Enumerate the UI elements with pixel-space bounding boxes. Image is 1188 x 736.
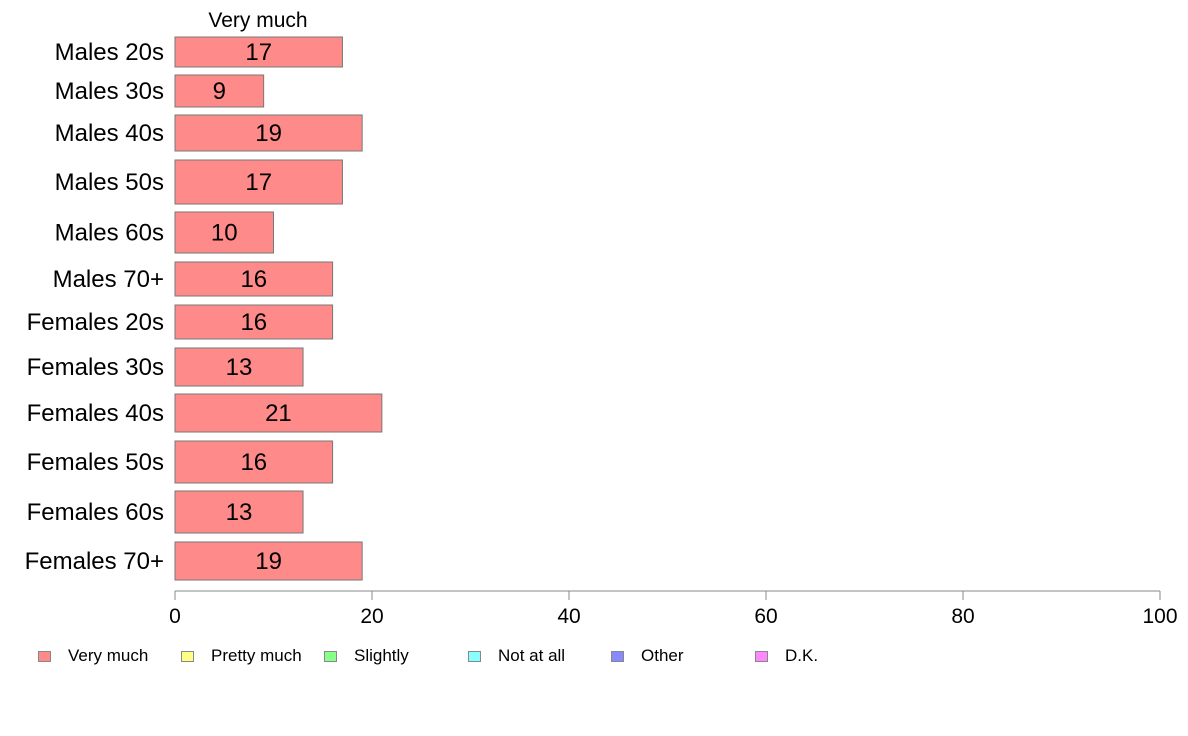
category-label: Males 70+ xyxy=(53,266,164,293)
bar-value-label: 9 xyxy=(213,78,226,105)
series-title: Very much xyxy=(208,9,307,32)
bar xyxy=(174,114,363,152)
x-tick-label: 80 xyxy=(951,605,974,628)
category-label: Females 30s xyxy=(27,354,164,381)
bar-value-label: 13 xyxy=(226,499,253,526)
x-tick-label: 60 xyxy=(754,605,777,628)
category-label: Females 60s xyxy=(27,499,164,526)
bar-value-label: 19 xyxy=(255,120,282,147)
bar xyxy=(174,261,334,297)
bar xyxy=(174,393,383,433)
category-label: Males 20s xyxy=(55,39,164,66)
bar-value-label: 17 xyxy=(245,39,272,66)
legend: Very much Pretty much Slightly Not at all Ot… xyxy=(38,646,858,668)
bar xyxy=(174,36,343,68)
bar-value-label: 21 xyxy=(265,400,292,427)
legend-label: Pretty much xyxy=(211,646,302,665)
bar xyxy=(174,541,363,581)
category-label: Females 70+ xyxy=(25,548,164,575)
legend-label: Very much xyxy=(68,646,149,665)
category-label: Females 40s xyxy=(27,400,164,427)
legend-item: D.K. xyxy=(755,646,818,666)
legend-label: Not at all xyxy=(498,646,566,665)
bar xyxy=(174,74,265,108)
legend-item: Very much xyxy=(38,646,148,666)
legend-label: D.K. xyxy=(785,646,819,665)
legend-label: Slightly xyxy=(354,646,409,665)
x-tick-label: 0 xyxy=(169,605,181,628)
x-tick-label: 20 xyxy=(360,605,383,628)
bar-value-label: 16 xyxy=(240,309,267,336)
bar-value-label: 13 xyxy=(226,354,253,381)
legend-swatch xyxy=(755,650,768,662)
legend-swatch xyxy=(38,650,51,662)
category-label: Females 20s xyxy=(27,309,164,336)
legend-swatch xyxy=(468,650,481,662)
legend-item: Other xyxy=(611,646,684,666)
x-axis: 0 20 40 60 80 100 xyxy=(169,590,1178,628)
legend-swatch xyxy=(611,650,624,662)
bar xyxy=(174,304,334,340)
category-label: Males 40s xyxy=(55,120,164,147)
bar xyxy=(174,159,343,205)
bar xyxy=(174,490,304,534)
bar xyxy=(174,347,304,387)
legend-item: Pretty much xyxy=(181,646,302,666)
category-label: Males 60s xyxy=(55,220,164,247)
bar xyxy=(174,211,274,254)
legend-label: Other xyxy=(641,646,684,665)
x-tick-label: 100 xyxy=(1142,605,1177,628)
bar-value-label: 17 xyxy=(245,169,272,196)
bar-chart: Very much Males 20s 17 Males 30s 9 Males 40s… xyxy=(25,9,1178,628)
legend-item: Not at all xyxy=(468,646,565,666)
legend-swatch xyxy=(181,650,194,662)
bars-group: Males 20s 17 Males 30s 9 Males 40s 19 Males 50… xyxy=(25,36,383,581)
bar-value-label: 19 xyxy=(255,548,282,575)
bar-value-label: 16 xyxy=(240,449,267,476)
legend-swatch xyxy=(324,650,337,662)
legend-item: Slightly xyxy=(324,646,409,666)
category-label: Males 30s xyxy=(55,78,164,105)
category-label: Females 50s xyxy=(27,449,164,476)
bar-value-label: 16 xyxy=(240,266,267,293)
bar-value-label: 10 xyxy=(211,220,238,247)
bar xyxy=(174,440,334,484)
x-tick-label: 40 xyxy=(557,605,580,628)
category-label: Males 50s xyxy=(55,169,164,196)
